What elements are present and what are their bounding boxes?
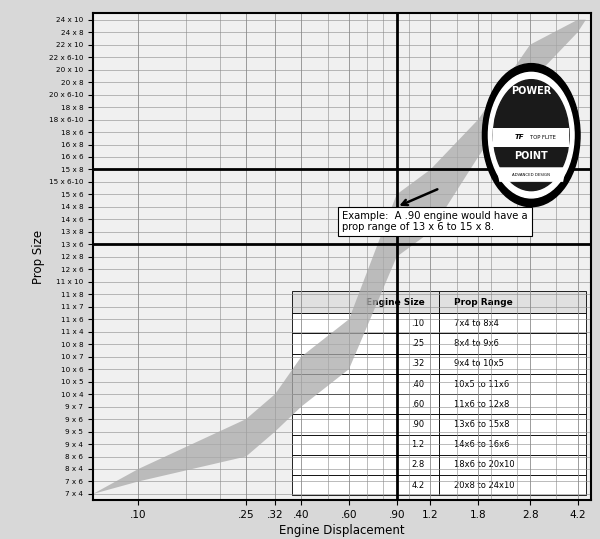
X-axis label: Engine Displacement: Engine Displacement xyxy=(279,524,405,537)
Polygon shape xyxy=(93,20,586,494)
Text: Example:  A .90 engine would have a
prop range of 13 x 6 to 15 x 8.: Example: A .90 engine would have a prop … xyxy=(342,211,527,232)
Y-axis label: Prop Size: Prop Size xyxy=(32,230,44,284)
